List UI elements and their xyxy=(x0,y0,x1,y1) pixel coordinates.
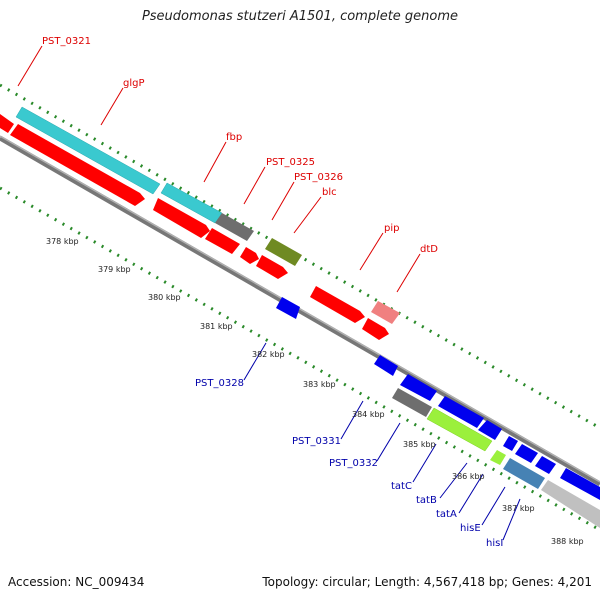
forward-strand xyxy=(15,106,400,324)
forward-labels: PST_0321 glgP fbp PST_0325 PST_0326 blc … xyxy=(42,36,438,255)
gene-label-PST_0326[interactable]: PST_0326 xyxy=(294,172,343,183)
gene-blue-7[interactable] xyxy=(515,444,538,463)
gene-blue-3[interactable] xyxy=(400,374,437,401)
gene-red-1[interactable] xyxy=(10,124,145,206)
reverse-leaders xyxy=(243,342,521,541)
gene-blue-1[interactable] xyxy=(276,297,300,319)
gene-red-2[interactable] xyxy=(153,198,210,238)
gene-label-blc[interactable]: blc xyxy=(322,187,337,198)
gene-cyan-1[interactable] xyxy=(15,106,161,195)
gene-blue-8[interactable] xyxy=(535,456,556,474)
gene-blue-2[interactable] xyxy=(374,355,398,376)
tick-label: 378 kbp xyxy=(46,237,79,246)
inner-tick-track xyxy=(0,186,600,532)
gene-red-6[interactable] xyxy=(310,286,365,323)
gene-label-PST_0321[interactable]: PST_0321 xyxy=(42,36,91,47)
tick-label: 382 kbp xyxy=(252,350,285,359)
gene-red-7[interactable] xyxy=(362,318,389,340)
gene-pink-1[interactable] xyxy=(371,301,400,324)
tick-label: 383 kbp xyxy=(303,380,336,389)
gene-label-dtD[interactable]: dtD xyxy=(420,244,438,255)
gene-steel-1[interactable] xyxy=(503,458,545,489)
gene-label-PST_0325[interactable]: PST_0325 xyxy=(266,157,315,168)
accession-text: Accession: NC_009434 xyxy=(8,575,145,589)
backbone xyxy=(0,135,600,487)
tick-label: 380 kbp xyxy=(148,293,181,302)
gene-label-hisE[interactable]: hisE xyxy=(460,523,481,534)
gene-red-5[interactable] xyxy=(256,255,288,279)
gene-red-4[interactable] xyxy=(240,247,259,264)
tick-label: 386 kbp xyxy=(452,472,485,481)
gene-label-PST_0332[interactable]: PST_0332 xyxy=(329,458,378,469)
gene-label-pip[interactable]: pip xyxy=(384,223,399,234)
gene-blue-9[interactable] xyxy=(560,468,600,500)
reverse-labels: PST_0328 PST_0331 PST_0332 tatC tatB tat… xyxy=(195,378,503,549)
gene-blue-5[interactable] xyxy=(478,420,502,440)
gene-label-tatC[interactable]: tatC xyxy=(391,481,412,492)
gene-olive-1[interactable] xyxy=(265,238,302,266)
gene-grey-1[interactable] xyxy=(215,213,254,241)
gene-label-hisI[interactable]: hisI xyxy=(486,538,503,549)
tick-label: 379 kbp xyxy=(98,265,131,274)
tick-label: 381 kbp xyxy=(200,322,233,331)
tick-label: 384 kbp xyxy=(352,410,385,419)
tick-label: 387 kbp xyxy=(502,504,535,513)
gene-red-3[interactable] xyxy=(205,228,240,254)
gene-green-2[interactable] xyxy=(490,450,506,465)
gene-label-fbp[interactable]: fbp xyxy=(226,132,242,143)
gene-grey-2[interactable] xyxy=(392,388,432,417)
backbone-highlight xyxy=(0,135,600,483)
gene-label-PST_0328[interactable]: PST_0328 xyxy=(195,378,244,389)
gene-blue-4[interactable] xyxy=(438,396,484,428)
genome-summary-text: Topology: circular; Length: 4,567,418 bp… xyxy=(262,575,592,589)
gene-label-glgP[interactable]: glgP xyxy=(123,78,145,89)
gene-silver-1[interactable] xyxy=(541,480,600,528)
map-title: Pseudomonas stutzeri A1501, complete gen… xyxy=(141,9,459,24)
forward-leaders xyxy=(17,45,421,293)
gene-label-tatB[interactable]: tatB xyxy=(416,495,437,506)
reverse-strand xyxy=(276,297,600,528)
tick-label: 388 kbp xyxy=(551,537,584,546)
gene-label-tatA[interactable]: tatA xyxy=(436,509,457,520)
gene-red-0[interactable] xyxy=(0,114,14,133)
tick-label: 385 kbp xyxy=(403,440,436,449)
gene-green-1[interactable] xyxy=(426,407,493,452)
kbp-ticks: 378 kbp 379 kbp 380 kbp 381 kbp 382 kbp … xyxy=(46,237,584,546)
gene-blue-6[interactable] xyxy=(503,436,518,451)
gene-label-PST_0331[interactable]: PST_0331 xyxy=(292,436,341,447)
forward-red-lane xyxy=(0,114,389,340)
